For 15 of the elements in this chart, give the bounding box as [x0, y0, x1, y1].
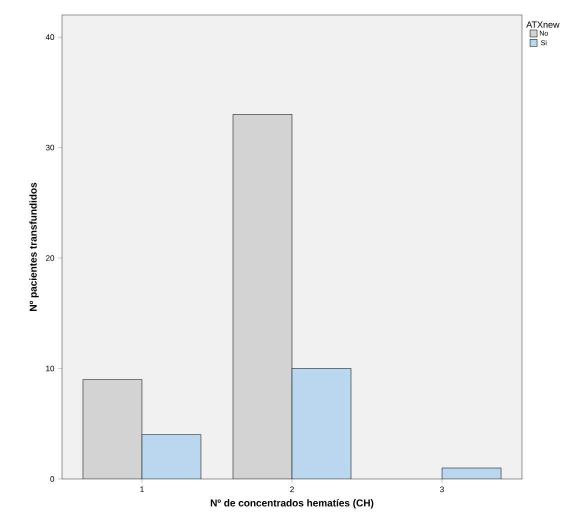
y-tick-label: 20 — [46, 255, 54, 261]
x-axis-title: Nº de concentrados hematíes (CH) — [210, 499, 374, 508]
legend-title: ATXnew — [526, 22, 560, 28]
y-tick-label: 0 — [50, 476, 54, 482]
bar — [82, 379, 142, 479]
bar — [232, 114, 292, 479]
x-tick-label: 1 — [140, 486, 144, 492]
y-axis-title: Nº pacientes transfundidos — [29, 182, 39, 311]
y-tick-label: 10 — [46, 366, 54, 372]
x-tick-label: 3 — [440, 486, 444, 492]
y-tick-label: 30 — [46, 144, 54, 150]
y-tick-label: 40 — [46, 34, 54, 40]
x-tick-label: 2 — [290, 486, 294, 492]
bar — [292, 368, 352, 479]
bar — [142, 434, 202, 479]
